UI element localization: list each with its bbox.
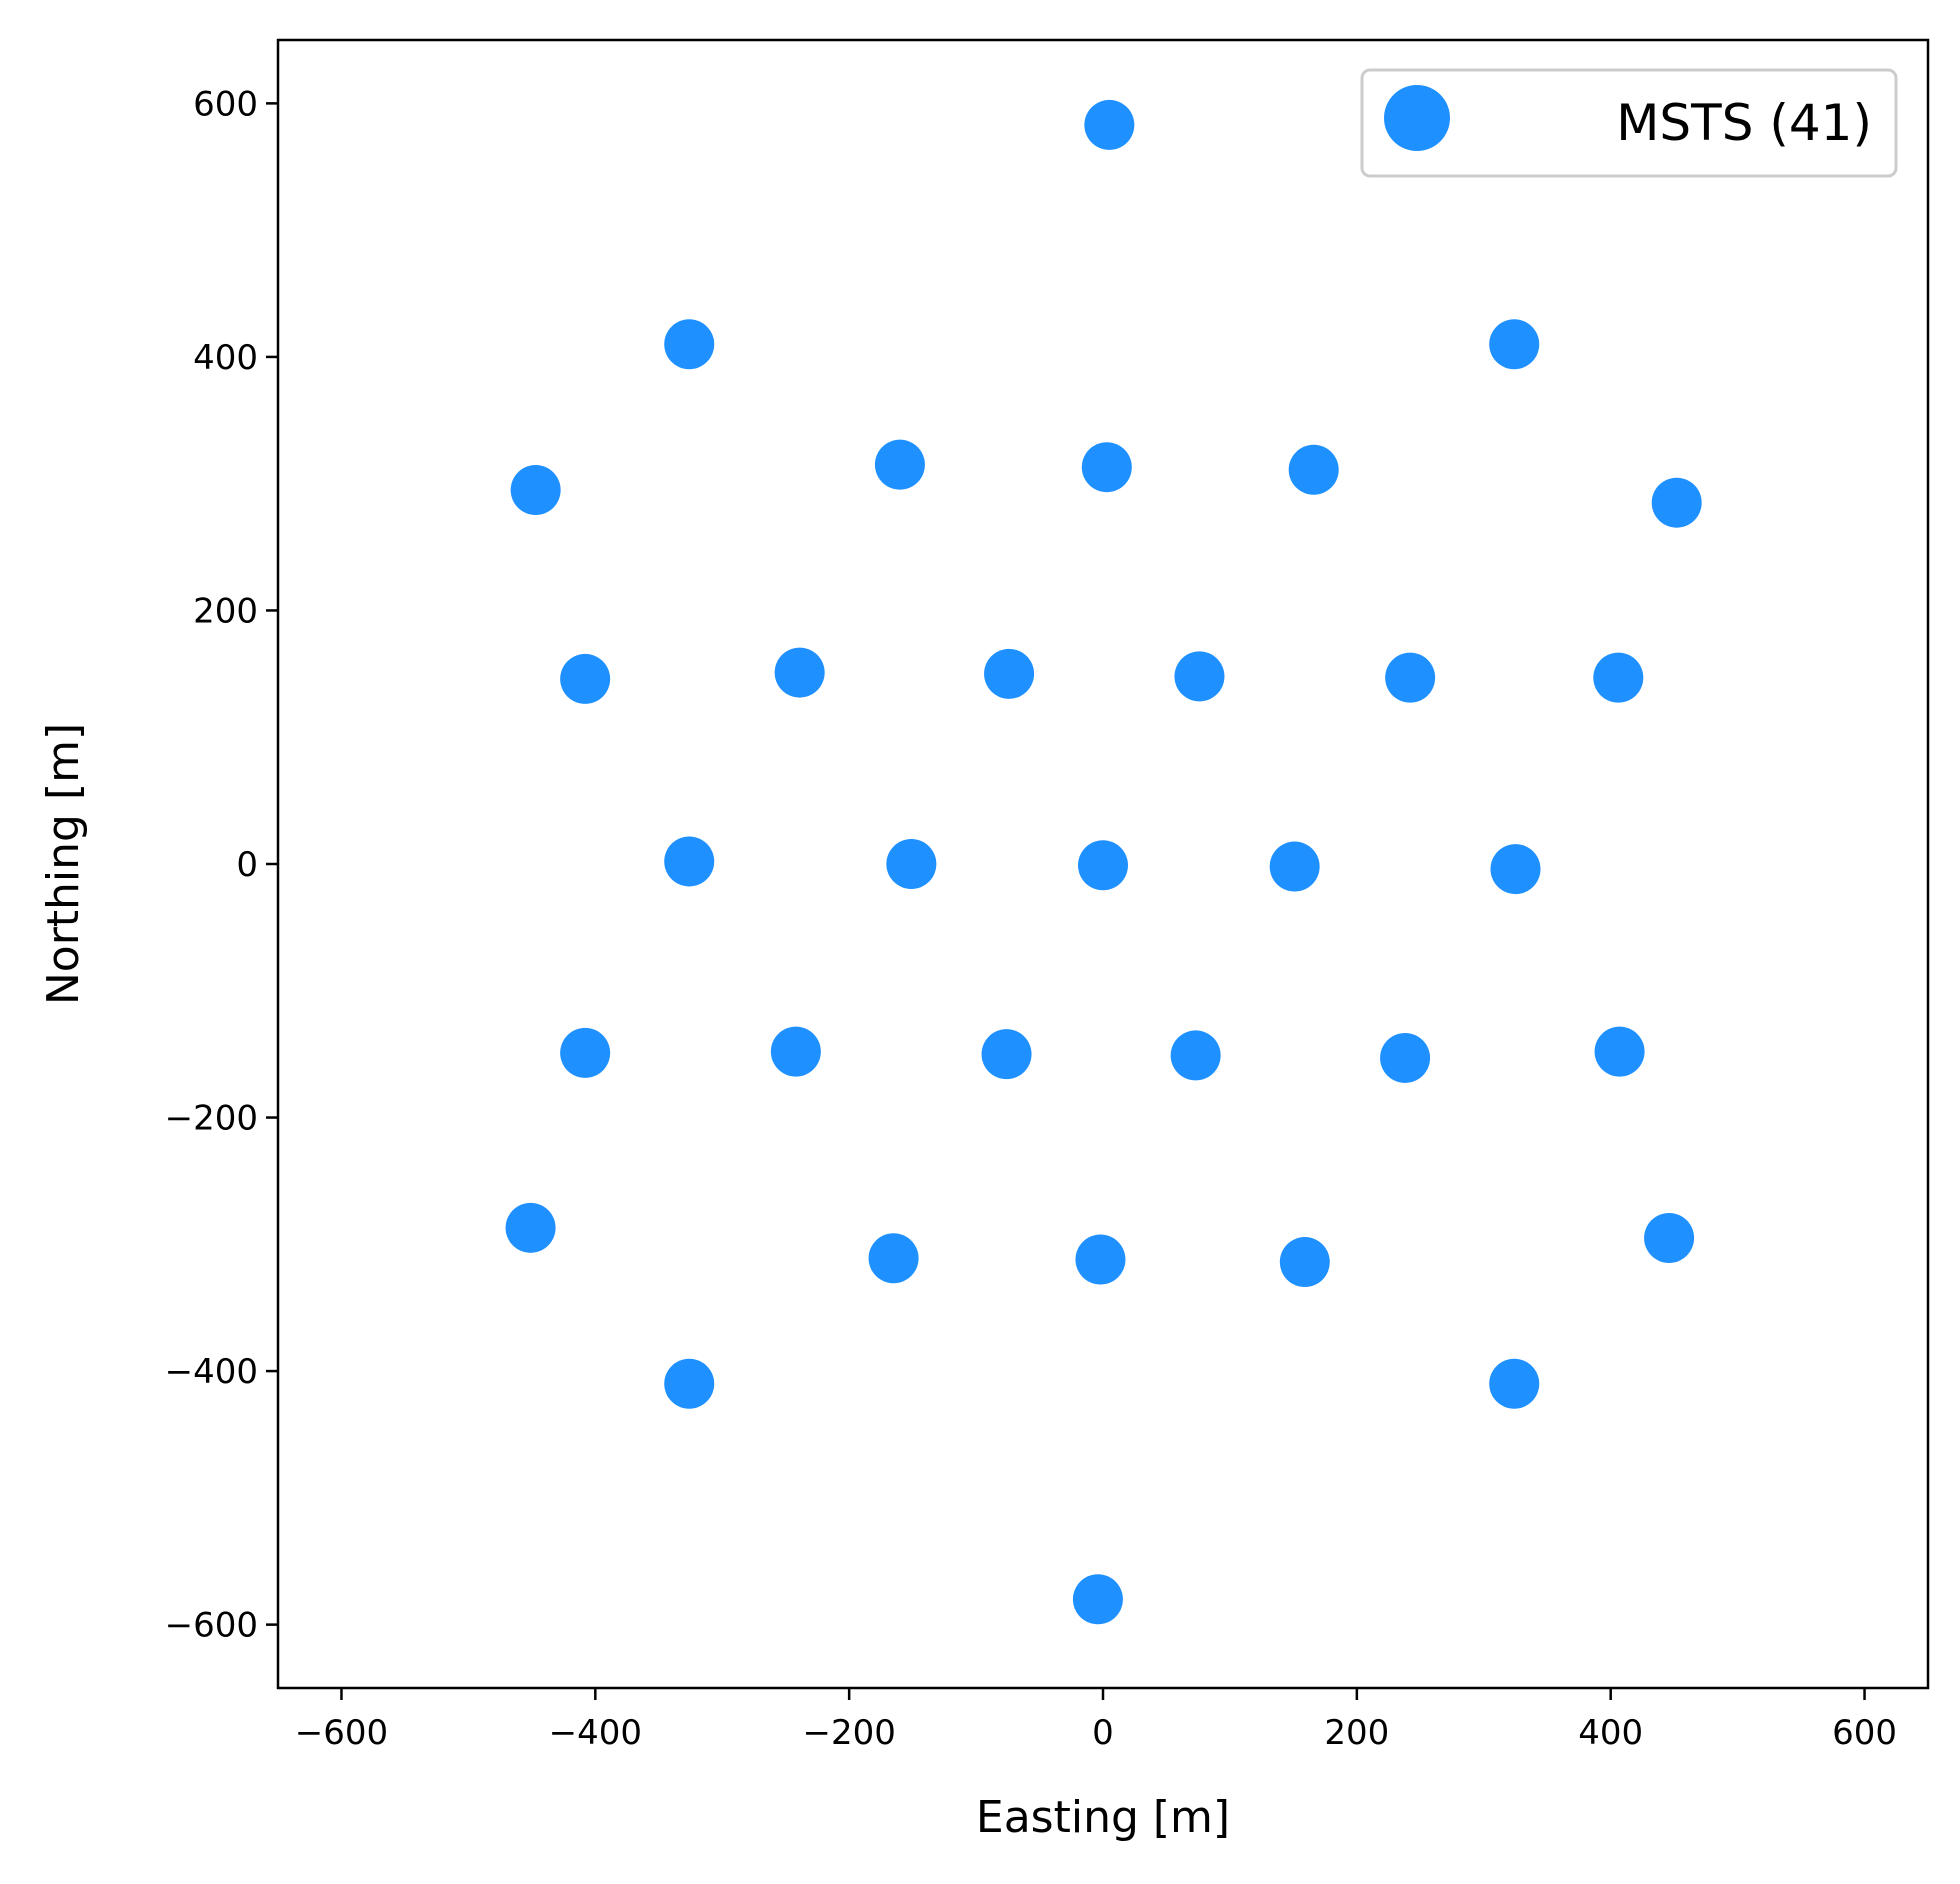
data-point	[505, 1202, 556, 1253]
data-point	[560, 653, 611, 704]
x-tick-label: 200	[1324, 1713, 1389, 1753]
data-point	[874, 439, 925, 490]
data-point	[664, 1358, 715, 1409]
x-tick-label: −200	[802, 1713, 895, 1753]
data-point	[1279, 1237, 1330, 1288]
data-point	[1081, 442, 1132, 493]
data-point	[1489, 1358, 1540, 1409]
x-axis-ticks: −600 −400 −200 0 200 400 600	[295, 1688, 1897, 1753]
legend-box	[1360, 68, 1898, 178]
y-axis-ticks: −600 −400 −200 0 200 400 600	[165, 84, 278, 1646]
data-point	[1490, 844, 1541, 895]
data-point	[1269, 841, 1320, 892]
data-point	[560, 1027, 611, 1078]
x-tick-label: 600	[1832, 1713, 1897, 1753]
legend-marker	[1384, 85, 1450, 151]
data-point	[1385, 652, 1436, 703]
y-tick-label: 0	[236, 845, 258, 885]
data-point	[1288, 444, 1339, 495]
y-tick-label: −600	[165, 1606, 258, 1646]
data-point	[1075, 1234, 1126, 1285]
data-points	[505, 99, 1702, 1625]
x-tick-label: 0	[1092, 1713, 1114, 1753]
y-tick-label: 600	[193, 84, 258, 124]
data-point	[1594, 1026, 1645, 1077]
y-tick-label: 200	[193, 591, 258, 631]
x-tick-label: −600	[295, 1713, 388, 1753]
data-point	[1078, 840, 1128, 891]
data-point	[664, 836, 715, 887]
data-point	[510, 465, 561, 516]
x-axis-label: Easting [m]	[976, 1792, 1230, 1843]
data-point	[984, 648, 1035, 699]
data-point	[770, 1026, 821, 1077]
data-point	[1489, 319, 1540, 370]
data-point	[1380, 1032, 1431, 1083]
data-point	[1072, 1574, 1123, 1625]
x-tick-label: 400	[1578, 1713, 1643, 1753]
data-point	[1593, 652, 1644, 703]
y-tick-label: −400	[165, 1352, 258, 1392]
data-point	[1084, 99, 1135, 150]
data-point	[664, 319, 715, 370]
data-point	[774, 647, 825, 698]
y-axis-label: Northing [m]	[38, 723, 89, 1005]
legend-label: MSTS (41)	[1616, 94, 1872, 152]
plot-area-frame	[276, 38, 1930, 1690]
data-point	[868, 1233, 919, 1284]
y-tick-label: 400	[193, 338, 258, 378]
data-point	[1644, 1212, 1695, 1263]
legend: MSTS (41)	[1360, 68, 1898, 178]
data-point	[981, 1029, 1032, 1080]
data-point	[1651, 477, 1702, 528]
data-point	[886, 839, 937, 889]
x-tick-label: −400	[549, 1713, 642, 1753]
data-point	[1174, 651, 1225, 702]
data-point	[1170, 1030, 1221, 1081]
y-tick-label: −200	[165, 1099, 258, 1139]
